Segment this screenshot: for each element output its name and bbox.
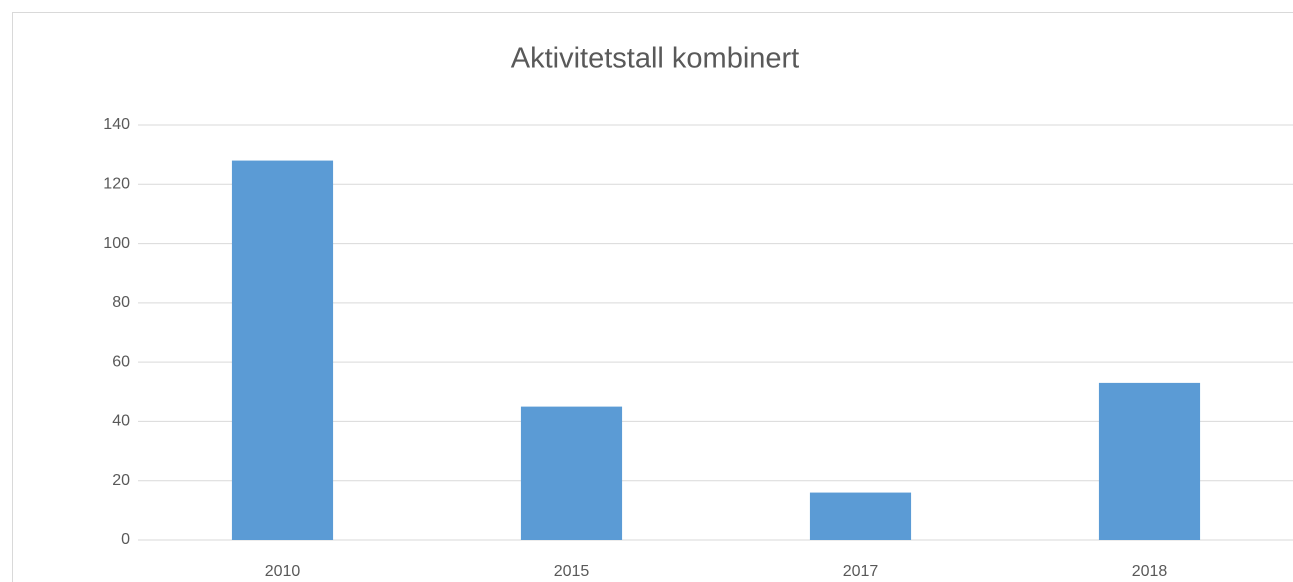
y-tick-label: 80	[112, 294, 130, 311]
y-tick-label: 60	[112, 353, 130, 370]
y-tick-label: 20	[112, 472, 130, 489]
x-tick-label: 2010	[265, 563, 301, 580]
y-tick-label: 100	[103, 235, 130, 252]
x-tick-label: 2018	[1132, 563, 1168, 580]
bar	[1098, 382, 1201, 540]
bar	[231, 160, 334, 541]
x-tick-label: 2017	[843, 563, 879, 580]
chart-border	[12, 12, 1293, 582]
y-tick-label: 140	[103, 116, 130, 133]
chart-title: Aktivitetstall kombinert	[511, 43, 800, 75]
x-tick-label: 2015	[554, 563, 590, 580]
y-tick-label: 120	[103, 176, 130, 193]
y-tick-label: 0	[121, 531, 130, 548]
bar	[520, 406, 623, 540]
y-tick-label: 40	[112, 413, 130, 430]
bar	[809, 492, 912, 540]
